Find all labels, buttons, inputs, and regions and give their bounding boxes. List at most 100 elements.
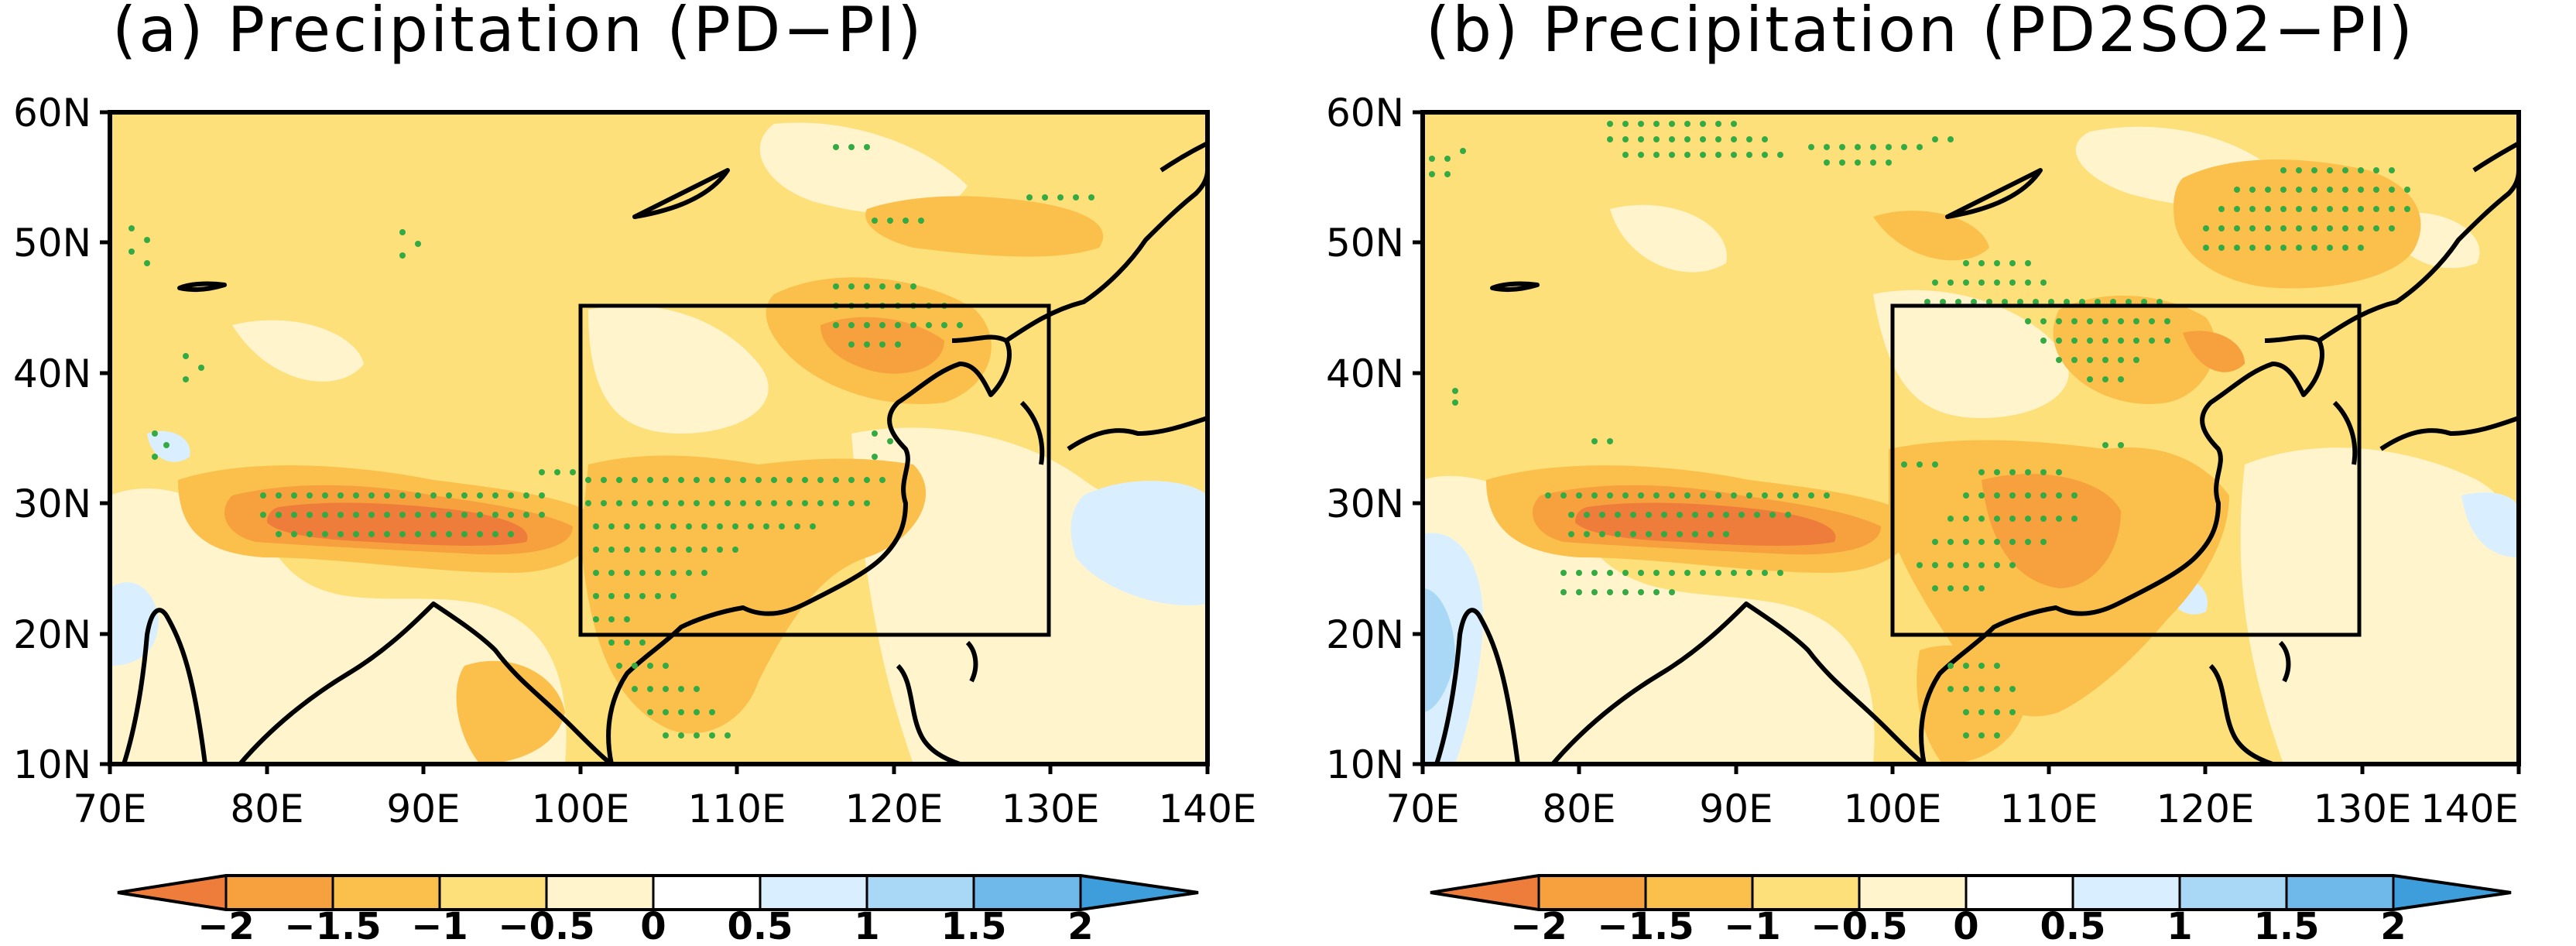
x-tick-label: 70E: [1386, 787, 1459, 831]
panel-b-dry-region: [2174, 159, 2421, 289]
panel-b-map-frame: [1420, 110, 2521, 766]
panel-b-tick-marks: [1413, 110, 2521, 774]
x-tick-label: 130E: [1001, 787, 1099, 831]
panel-a-y-axis: 10N 20N 30N 40N 50N 60N: [13, 91, 91, 787]
x-tick-label: 140E: [2420, 787, 2519, 831]
panel-b-strong-dry-region: [2183, 331, 2245, 372]
colorbar-swatch: [653, 876, 760, 910]
panel-b-dry-region: [1917, 645, 2028, 764]
panel-b-region-box: [1890, 303, 2362, 637]
x-tick-label: 110E: [1999, 787, 2098, 831]
colorbar-swatch: [2287, 876, 2393, 910]
panel-a: (a) Precipitation (PD−PI): [13, 0, 1257, 946]
panel-a-light-region: [759, 122, 968, 214]
colorbar-swatch: [118, 876, 226, 910]
y-tick-label: 30N: [13, 482, 91, 526]
y-tick-label: 30N: [1326, 482, 1404, 526]
panel-b-dry-region: [2053, 295, 2215, 404]
panel-b: (b) Precipitation (PD2SO2−PI): [1326, 0, 2521, 946]
y-tick-label: 60N: [13, 91, 91, 135]
x-tick-label: 90E: [1699, 787, 1773, 831]
panel-b-dry-region: [1873, 211, 1989, 261]
panel-a-dry-region: [865, 196, 1104, 257]
y-tick-label: 10N: [1326, 742, 1404, 787]
y-tick-label: 50N: [13, 221, 91, 266]
panel-b-coastlines: [1434, 141, 2519, 764]
colorbar-tick-label: −0.5: [1810, 905, 1907, 946]
panel-a-map: [110, 112, 1208, 764]
panel-b-title: (b) Precipitation (PD2SO2−PI): [1426, 0, 2415, 66]
x-tick-label: 120E: [2156, 787, 2254, 831]
panel-a-light-region: [110, 488, 567, 764]
x-tick-label: 100E: [1843, 787, 1941, 831]
panel-a-significance-stipple: [128, 144, 1094, 739]
colorbar-swatch: [760, 876, 867, 910]
colorbar-tick-label: 0: [640, 905, 666, 946]
panel-a-map-frame: [108, 110, 1210, 766]
panel-b-light-region: [1873, 290, 2069, 418]
colorbar-swatch: [1430, 876, 1539, 910]
colorbar-swatch: [1752, 876, 1859, 910]
colorbar-swatch: [2073, 876, 2180, 910]
y-tick-label: 40N: [1326, 351, 1404, 396]
colorbar-swatch: [2180, 876, 2287, 910]
colorbar-tick-label: −1.5: [284, 905, 381, 946]
x-tick-label: 90E: [386, 787, 460, 831]
panel-b-x-axis: 70E 80E 90E 100E 110E 120E 130E 140E: [1386, 787, 2519, 831]
panel-a-wet-region: [1070, 481, 1208, 605]
panel-a-x-axis: 70E 80E 90E 100E 110E 120E 130E 140E: [73, 787, 1256, 831]
colorbar-tick-label: 2: [1067, 905, 1093, 946]
panel-a-title: (a) Precipitation (PD−PI): [112, 0, 923, 66]
colorbar-swatch: [867, 876, 974, 910]
colorbar-tick-label: −1: [1724, 905, 1781, 946]
panel-a-dry-region: [456, 660, 565, 764]
x-tick-label: 130E: [2313, 787, 2411, 831]
x-tick-label: 110E: [687, 787, 786, 831]
x-tick-label: 80E: [230, 787, 303, 831]
y-tick-label: 20N: [1326, 612, 1404, 657]
x-tick-label: 140E: [1158, 787, 1256, 831]
colorbar-tick-label: 0: [1953, 905, 1978, 946]
panel-b-wet-region: [1423, 588, 1455, 712]
panel-a-colorbar: −2 −1.5 −1 −0.5 0 0.5 1 1.5 2: [117, 874, 1199, 946]
y-tick-label: 10N: [13, 742, 91, 787]
colorbar-tick-label: −1.5: [1597, 905, 1694, 946]
colorbar-tick-label: −2: [1510, 905, 1567, 946]
x-tick-label: 70E: [73, 787, 146, 831]
colorbar-swatch: [226, 876, 333, 910]
panel-b-wet-region: [2461, 492, 2519, 557]
panel-b-light-region: [2240, 447, 2519, 764]
colorbar-swatch: [1859, 876, 1966, 910]
colorbar-tick-label: 1: [2167, 905, 2192, 946]
panel-b-light-region: [1610, 204, 1727, 272]
y-tick-label: 20N: [13, 612, 91, 657]
colorbar-swatch: [974, 876, 1081, 910]
y-tick-label: 40N: [13, 351, 91, 396]
colorbar-tick-label: −0.5: [498, 905, 594, 946]
y-tick-label: 60N: [1326, 91, 1404, 135]
colorbar-swatch: [1646, 876, 1752, 910]
x-tick-label: 80E: [1542, 787, 1615, 831]
panel-b-significance-stipple: [1429, 121, 2410, 739]
panel-a-tick-marks: [100, 110, 1210, 774]
x-tick-label: 120E: [844, 787, 943, 831]
colorbar-tick-label: 2: [2380, 905, 2406, 946]
colorbar-swatch: [1966, 876, 2073, 910]
colorbar-tick-label: −2: [197, 905, 255, 946]
panel-a-light-region: [588, 305, 769, 434]
panel-b-map: [1423, 112, 2519, 764]
panel-b-y-axis: 10N 20N 30N 40N 50N 60N: [1326, 91, 1404, 787]
panel-a-region-box: [578, 303, 1051, 637]
colorbar-tick-label: 1.5: [940, 905, 1006, 946]
y-tick-label: 50N: [1326, 221, 1404, 266]
colorbar-tick-label: 1: [854, 905, 879, 946]
colorbar-swatch: [2393, 876, 2511, 910]
panel-a-light-region: [232, 320, 364, 382]
x-tick-label: 100E: [531, 787, 629, 831]
panel-a-coastlines: [122, 141, 1208, 764]
colorbar-tick-label: 0.5: [727, 905, 793, 946]
colorbar-tick-label: −1: [411, 905, 468, 946]
panel-b-colorbar: −2 −1.5 −1 −0.5 0 0.5 1 1.5 2: [1430, 874, 2512, 946]
colorbar-swatch: [440, 876, 546, 910]
